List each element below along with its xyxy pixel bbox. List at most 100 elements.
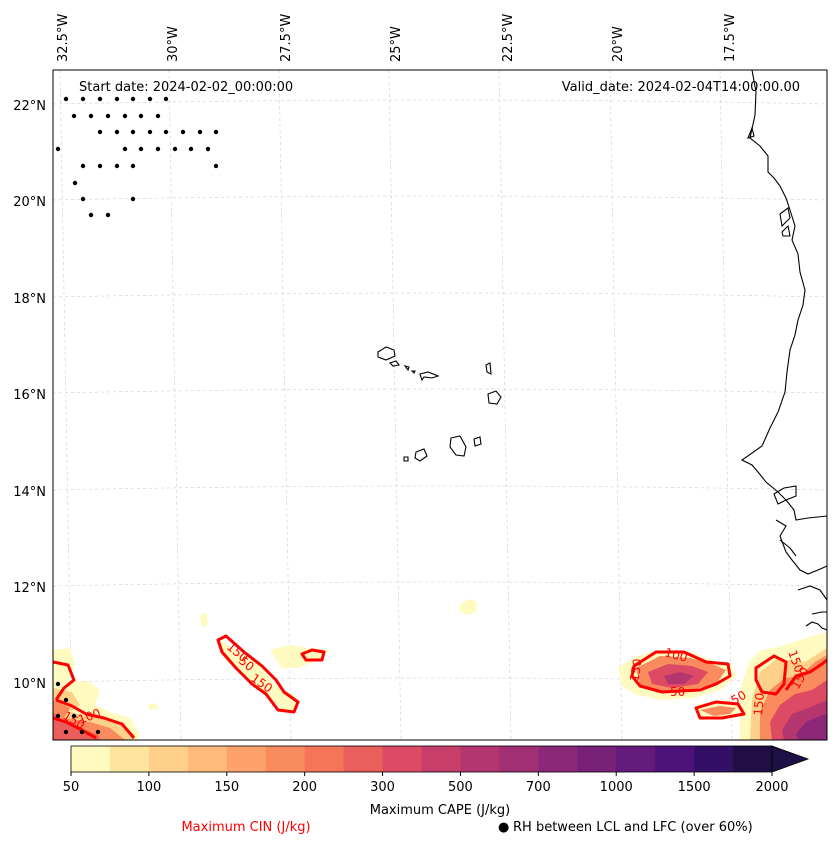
lon-gridline: [498, 70, 512, 740]
lat-gridline: [53, 581, 827, 587]
rh-dot: [80, 96, 86, 102]
rh-dot: [147, 129, 153, 135]
colorbar-tick-label: 100: [136, 780, 161, 795]
colorbar-swatch: [538, 746, 578, 772]
cape-colorbar: 50 100 150 200 300 500 700 1000 1500 2000: [63, 745, 810, 795]
map-plot-area: 150 50 150 100 150 50 150 50 150 150 150…: [53, 70, 827, 740]
colorbar-swatch: [382, 746, 422, 772]
rh-dot: [88, 113, 94, 119]
colorbar-swatch: [187, 746, 228, 772]
rh-dot: [155, 113, 161, 119]
map-frame: [52, 69, 828, 741]
colorbar-swatch: [304, 746, 345, 772]
colorbar-swatch: [148, 746, 189, 772]
rh-dot: [130, 129, 136, 135]
rh-dot: [105, 212, 111, 218]
colorbar-swatch: [733, 746, 773, 772]
colorbar-swatch: [109, 746, 150, 772]
lat-gridline: [53, 292, 827, 298]
rh-dot: [130, 163, 136, 169]
rh-dot: [138, 113, 144, 119]
lon-gridline: [278, 70, 292, 740]
colorbar-tick-label: 500: [448, 780, 473, 795]
colorbar-frame: [70, 745, 773, 773]
lon-label-20w: 20°W: [611, 26, 626, 62]
colorbar-swatch: [265, 746, 306, 772]
rh-dot: [55, 146, 61, 152]
lon-label-25w: 25°W: [389, 26, 404, 62]
valid-date: Valid_date: 2024-02-04T14:00:00.00: [562, 80, 800, 95]
rh-dot: [163, 129, 169, 135]
colorbar-swatch: [226, 746, 267, 772]
rh-dot-pattern: [55, 96, 219, 218]
rh-dot: [122, 146, 128, 152]
african-coastline: [740, 70, 827, 631]
rh-dots-sw: [55, 681, 101, 735]
colorbar-swatch: [616, 746, 656, 772]
rh-dot: [114, 96, 120, 102]
lat-label-10n: 10°N: [13, 677, 46, 692]
rh-dot: [97, 96, 103, 102]
lon-label-32.5w: 32.5°W: [56, 14, 71, 62]
rh-dot: [105, 113, 111, 119]
colorbar-tick-label: 200: [292, 780, 317, 795]
lat-label-18n: 18°N: [13, 292, 46, 307]
lat-label-14n: 14°N: [13, 485, 46, 500]
colorbar-swatch: [499, 746, 539, 772]
cin-label: 150: [627, 658, 645, 683]
gridlines: [53, 70, 827, 740]
rh-dot: [71, 113, 77, 119]
rh-legend-marker: ●: [498, 820, 509, 835]
rh-legend-label: RH between LCL and LFC (over 60%): [513, 820, 753, 835]
rh-dot: [172, 146, 178, 152]
cabo-verde-islands: [377, 346, 502, 462]
rh-dot: [147, 96, 153, 102]
lon-gridline: [609, 70, 623, 740]
rh-dot: [138, 146, 144, 152]
rh-dot: [180, 129, 186, 135]
colorbar-swatch: [421, 746, 461, 772]
colorbar-swatch: [577, 746, 617, 772]
rh-dot: [97, 129, 103, 135]
lat-gridline: [53, 195, 827, 201]
colorbar-label: Maximum CAPE (J/kg): [370, 803, 510, 818]
rh-dot: [213, 163, 219, 169]
cin-contours: [53, 634, 827, 740]
rh-dot: [97, 163, 103, 169]
colorbar-tick-label: 1500: [678, 780, 711, 795]
rh-dot: [155, 146, 161, 152]
colorbar-swatch: [655, 746, 695, 772]
rh-dot: [63, 96, 69, 102]
lon-label-27.5w: 27.5°W: [279, 14, 294, 62]
rh-dot: [130, 196, 136, 202]
rh-dot: [122, 113, 128, 119]
lon-label-30w: 30°W: [166, 26, 181, 62]
latitude-labels: 22°N 20°N 18°N 16°N 14°N 12°N 10°N: [13, 99, 46, 692]
lat-gridline: [53, 677, 827, 683]
start-date: Start date: 2024-02-02_00:00:00: [79, 80, 293, 95]
rh-dot: [213, 129, 219, 135]
cin-label: 150: [751, 692, 767, 716]
cin-label: 100: [663, 645, 689, 664]
longitude-labels: 32.5°W 30°W 27.5°W 25°W 22.5°W 20°W 17.5…: [56, 14, 738, 62]
colorbar-tick-label: 1000: [600, 780, 633, 795]
lat-label-16n: 16°N: [13, 388, 46, 403]
rh-dot: [88, 212, 94, 218]
lat-gridline: [53, 388, 827, 394]
colorbar-swatch: [343, 746, 384, 772]
lon-gridline: [719, 70, 733, 740]
colorbar-tick-label: 2000: [755, 780, 788, 795]
lat-label-22n: 22°N: [13, 99, 46, 114]
rh-dot: [114, 129, 120, 135]
colorbar-tick-label: 300: [370, 780, 395, 795]
cin-label: 50: [729, 688, 749, 708]
colorbar-tick-label: 50: [63, 780, 80, 795]
rh-dot: [197, 129, 203, 135]
rh-dot: [163, 96, 169, 102]
colorbar-tick-label: 150: [214, 780, 239, 795]
lat-label-20n: 20°N: [13, 195, 46, 210]
cin-label: 50: [670, 685, 685, 699]
rh-dot: [205, 146, 211, 152]
colorbar-swatch: [460, 746, 500, 772]
